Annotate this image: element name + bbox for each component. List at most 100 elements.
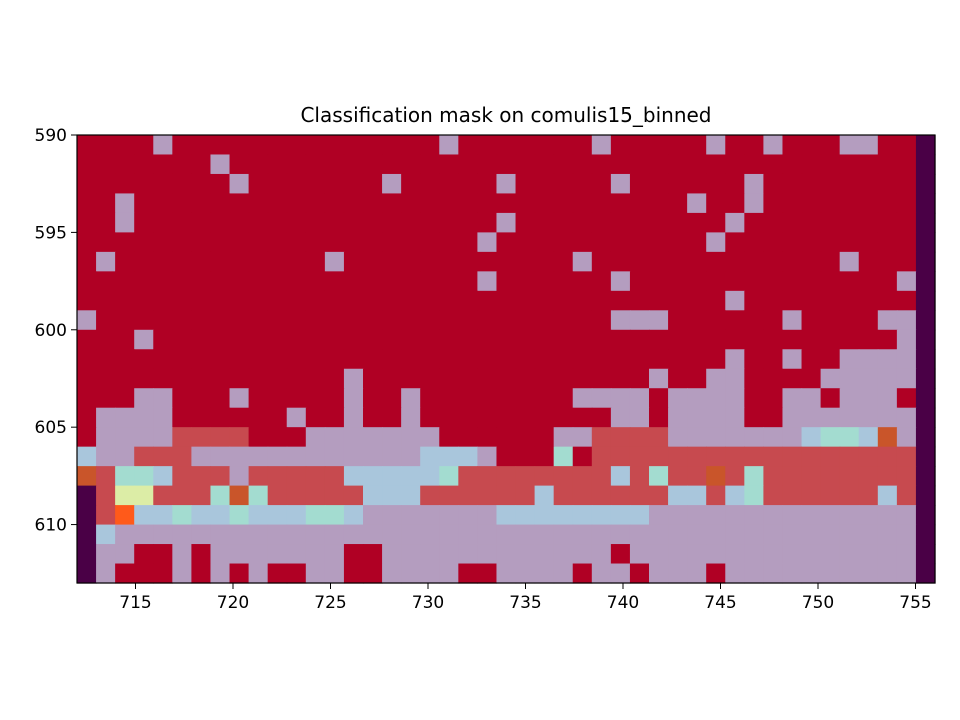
heatmap-cell [401, 388, 421, 409]
heatmap-cell [572, 544, 593, 565]
heatmap-cell [839, 505, 860, 526]
heatmap-cell [172, 563, 192, 584]
heatmap-cell [553, 446, 574, 467]
heatmap-cell [382, 407, 402, 428]
heatmap-cell [515, 544, 536, 565]
heatmap-cell [191, 544, 212, 565]
heatmap-cell [267, 329, 288, 350]
heatmap-cell [782, 251, 803, 272]
x-tick-label: 720 [217, 593, 249, 613]
heatmap-cell [572, 446, 593, 467]
heatmap-cell [649, 329, 669, 350]
heatmap-cell [115, 544, 135, 565]
heatmap-cell [96, 544, 116, 565]
heatmap-cell [305, 368, 326, 389]
heatmap-cell [782, 271, 803, 292]
heatmap-cell [877, 271, 898, 292]
heatmap-cell [305, 505, 326, 526]
heatmap-cell [191, 251, 212, 272]
heatmap-cell [134, 427, 154, 448]
heatmap-cell [515, 212, 536, 233]
heatmap-cell [286, 232, 307, 253]
heatmap-cell [382, 193, 402, 214]
heatmap-cell [267, 193, 288, 214]
heatmap-cell [534, 446, 555, 467]
heatmap-cell [649, 310, 669, 331]
heatmap-cell [610, 388, 631, 409]
heatmap-cell [534, 427, 555, 448]
heatmap-cell [553, 212, 574, 233]
heatmap-cell [820, 154, 841, 175]
heatmap-cell [629, 466, 650, 487]
heatmap-cell [115, 427, 135, 448]
heatmap-cell [553, 524, 574, 545]
heatmap-cell [134, 407, 154, 428]
x-tick-label: 750 [802, 593, 834, 613]
heatmap-cell [744, 271, 764, 292]
heatmap-cell [458, 407, 478, 428]
heatmap-cell [458, 232, 478, 253]
heatmap-cell [210, 485, 231, 506]
heatmap-cell [77, 349, 97, 370]
heatmap-cell [172, 310, 192, 331]
heatmap-cell [782, 466, 803, 487]
heatmap-cell [801, 563, 822, 584]
heatmap-cell [801, 251, 822, 272]
heatmap-cell [172, 349, 192, 370]
heatmap-cell [77, 446, 97, 467]
heatmap-cell [77, 505, 97, 526]
heatmap-cell [134, 329, 154, 350]
heatmap-cell [534, 135, 555, 156]
heatmap-cell [610, 427, 631, 448]
heatmap-cell [610, 271, 631, 292]
heatmap-cell [496, 563, 517, 584]
heatmap-cell [896, 310, 917, 331]
heatmap-cell [706, 368, 726, 389]
heatmap-cell [286, 368, 307, 389]
heatmap-cell [801, 485, 822, 506]
heatmap-cell [96, 368, 116, 389]
heatmap-cell [324, 154, 345, 175]
heatmap-cell [858, 173, 879, 195]
heatmap-cell [820, 310, 841, 331]
heatmap-cell [496, 349, 517, 370]
heatmap-cell [515, 290, 536, 311]
heatmap-cell [553, 407, 574, 428]
heatmap-cell [458, 251, 478, 272]
heatmap-cell [496, 232, 517, 253]
heatmap-cell [286, 446, 307, 467]
heatmap-cell [248, 329, 269, 350]
heatmap-cell [115, 154, 135, 175]
heatmap-cell [229, 232, 250, 253]
heatmap-cell [477, 505, 498, 526]
heatmap-cell [629, 251, 650, 272]
heatmap-cell [343, 427, 364, 448]
heatmap-cell [629, 505, 650, 526]
heatmap-cell [324, 446, 345, 467]
heatmap-cell [896, 466, 917, 487]
heatmap-cell [782, 154, 803, 175]
heatmap-cell [420, 544, 440, 565]
heatmap-cell [782, 563, 803, 584]
heatmap-cell [515, 466, 536, 487]
heatmap-cell [382, 368, 402, 389]
heatmap-cell [286, 544, 307, 565]
heatmap-cell [343, 446, 364, 467]
heatmap-cell [153, 505, 173, 526]
heatmap-cell [668, 310, 688, 331]
heatmap-cell [877, 485, 898, 506]
heatmap-cell [572, 271, 593, 292]
heatmap-cell [134, 485, 154, 506]
heatmap-cell [706, 193, 726, 214]
heatmap-cell [572, 368, 593, 389]
heatmap-cell [191, 446, 212, 467]
heatmap-cell [363, 193, 383, 214]
heatmap-cell [572, 193, 593, 214]
heatmap-cell [267, 271, 288, 292]
heatmap-cell [363, 212, 383, 233]
heatmap-cell [725, 368, 745, 389]
heatmap-cell [744, 485, 764, 506]
heatmap-cell [343, 173, 364, 195]
heatmap-cell [515, 271, 536, 292]
heatmap-cell [839, 310, 860, 331]
